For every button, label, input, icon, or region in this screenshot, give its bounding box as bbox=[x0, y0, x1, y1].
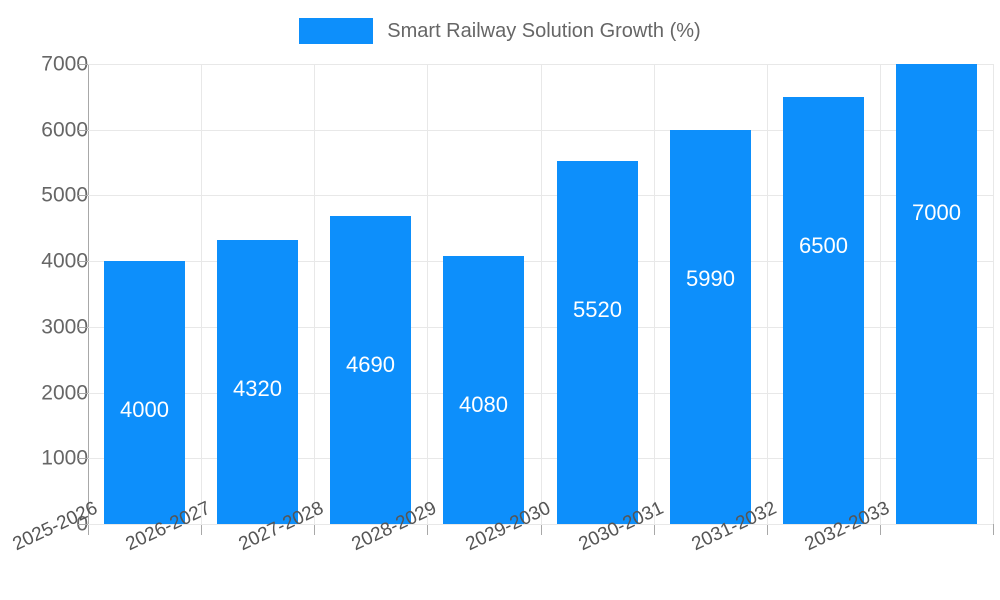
y-axis-tick-label: 1000 bbox=[41, 446, 88, 470]
gridline-vertical bbox=[654, 64, 655, 524]
x-axis-tick-mark bbox=[993, 525, 994, 535]
y-axis-line bbox=[88, 64, 89, 525]
bar-value-label: 4000 bbox=[120, 397, 169, 423]
x-axis-tick-mark bbox=[88, 525, 89, 535]
gridline-vertical bbox=[993, 64, 994, 524]
gridline-horizontal bbox=[88, 326, 993, 328]
gridline-horizontal bbox=[88, 458, 993, 460]
legend-color-swatch[interactable] bbox=[299, 18, 374, 44]
gridline-vertical bbox=[541, 64, 542, 524]
chart-legend: Smart Railway Solution Growth (%) bbox=[0, 12, 1000, 50]
y-axis-tick-mark bbox=[78, 261, 88, 263]
legend-label[interactable]: Smart Railway Solution Growth (%) bbox=[387, 20, 701, 42]
x-axis-tick-mark bbox=[314, 525, 315, 535]
x-axis-tick-mark bbox=[427, 525, 428, 535]
y-axis-tick-label: 2000 bbox=[41, 381, 88, 405]
y-axis-tick-mark bbox=[78, 195, 88, 197]
bar-value-label: 5520 bbox=[573, 297, 622, 323]
bar[interactable] bbox=[896, 64, 977, 524]
y-axis-tick-mark bbox=[78, 129, 88, 131]
gridline-vertical bbox=[314, 64, 315, 524]
y-axis-tick-mark bbox=[78, 524, 88, 525]
y-axis-tick-label: 3000 bbox=[41, 315, 88, 339]
bar-value-label: 7000 bbox=[912, 200, 961, 225]
bar-value-label: 4080 bbox=[459, 391, 508, 417]
gridline-vertical bbox=[767, 64, 768, 524]
gridline-vertical bbox=[880, 64, 881, 524]
bar[interactable] bbox=[330, 215, 411, 524]
gridline-horizontal bbox=[88, 524, 993, 525]
y-axis-ticks: 0 1000 2000 3000 4000 5000 6000 7000 bbox=[0, 0, 88, 600]
gridline-horizontal bbox=[88, 392, 993, 394]
bar[interactable] bbox=[443, 255, 524, 524]
x-axis-tick-mark bbox=[201, 525, 202, 535]
bar[interactable] bbox=[783, 96, 864, 524]
gridline-vertical bbox=[427, 64, 428, 524]
plot-area: 4000 4320 4690 4080 5520 5990 6500 7000 bbox=[88, 64, 994, 525]
gridline-horizontal bbox=[88, 195, 993, 197]
bar-value-label: 5990 bbox=[686, 266, 735, 292]
gridline-horizontal bbox=[88, 261, 993, 263]
bar[interactable] bbox=[104, 261, 185, 524]
y-axis-tick-mark bbox=[78, 326, 88, 328]
bar-value-label: 4320 bbox=[233, 376, 282, 402]
x-axis-tick-mark bbox=[880, 525, 881, 535]
y-axis-tick-label: 5000 bbox=[41, 183, 88, 207]
y-axis-tick-label: 7000 bbox=[41, 52, 88, 76]
gridline-vertical bbox=[201, 64, 202, 524]
x-axis-tick-mark bbox=[654, 525, 655, 535]
y-axis-tick-mark bbox=[78, 392, 88, 394]
y-axis-tick-mark bbox=[78, 64, 88, 65]
bar[interactable] bbox=[670, 130, 751, 524]
x-axis-tick-mark bbox=[541, 525, 542, 535]
gridline-horizontal bbox=[88, 64, 993, 65]
y-axis-tick-label: 4000 bbox=[41, 249, 88, 273]
x-axis-tick-mark bbox=[767, 525, 768, 535]
bar[interactable] bbox=[557, 161, 638, 524]
bar-value-label: 4690 bbox=[346, 351, 395, 377]
gridline-horizontal bbox=[88, 129, 993, 131]
y-axis-tick-mark bbox=[78, 458, 88, 460]
bar[interactable] bbox=[217, 240, 298, 524]
bar-value-label: 6500 bbox=[799, 232, 848, 258]
y-axis-tick-label: 6000 bbox=[41, 118, 88, 142]
